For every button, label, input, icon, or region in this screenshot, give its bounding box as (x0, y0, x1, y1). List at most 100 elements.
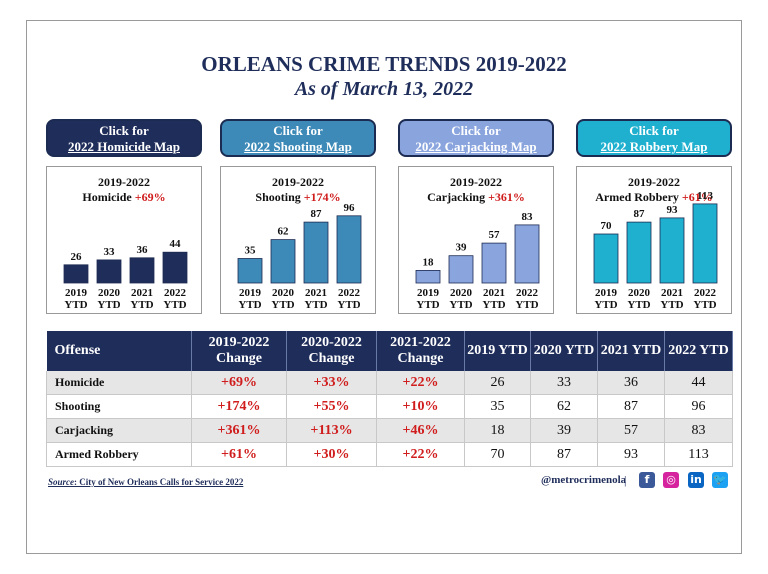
tick-label: YTD (163, 299, 186, 311)
tick-label: YTD (693, 299, 716, 311)
change-cell: +22% (376, 442, 465, 467)
change-cell: +10% (376, 394, 465, 419)
carjacking-map-button[interactable]: Click for 2022 Carjacking Map (398, 119, 554, 157)
table-row: Armed Robbery +61% +30% +22% 70 87 93 11… (46, 442, 733, 467)
robbery-map-button[interactable]: Click for 2022 Robbery Map (576, 119, 732, 157)
tick-label: YTD (416, 299, 439, 311)
homicide-chart-card: 2019-2022 Homicide +69% 26 2019 YTD 33 2020 Y… (46, 166, 202, 314)
chart-period: 2019-2022 (272, 175, 324, 189)
bar (336, 215, 362, 284)
count-cell: 36 (597, 371, 665, 395)
tick-label: 2021 (305, 287, 327, 299)
column-header: 2022 YTD (664, 331, 733, 371)
button-line2: 2022 Homicide Map (68, 139, 180, 154)
chart-change: +361% (488, 190, 525, 204)
tick-label: 2022 (164, 287, 187, 299)
bar (162, 251, 188, 284)
bar (270, 239, 296, 284)
bar (303, 221, 329, 284)
data-label: 57 (489, 229, 501, 241)
chart-period: 2019-2022 (98, 175, 150, 189)
data-label: 93 (667, 204, 679, 216)
count-cell: 44 (664, 371, 733, 395)
data-label: 96 (344, 202, 356, 214)
column-header: 2020 YTD (530, 331, 598, 371)
data-label: 33 (104, 246, 116, 258)
robbery-chart-card: 2019-2022 Armed Robbery +61% 70 2019 YTD 87… (576, 166, 732, 314)
data-label: 39 (456, 242, 468, 254)
tick-label: YTD (627, 299, 650, 311)
tick-label: YTD (97, 299, 120, 311)
chart-period: 2019-2022 (450, 175, 502, 189)
count-cell: 33 (530, 371, 598, 395)
count-cell: 70 (464, 442, 531, 467)
chart-title: 2019-2022 Armed Robbery +61% (577, 175, 731, 205)
table-row: Shooting +174% +55% +10% 35 62 87 96 (46, 394, 733, 419)
offense-cell: Shooting (46, 394, 192, 419)
table-row: Carjacking +361% +113% +46% 18 39 57 83 (46, 418, 733, 443)
chart-title: 2019-2022 Shooting +174% (221, 175, 375, 205)
tick-label: YTD (130, 299, 153, 311)
tick-label: 2020 (98, 287, 121, 299)
tick-label: YTD (482, 299, 505, 311)
chart-change: +69% (134, 190, 166, 204)
data-label: 62 (278, 226, 290, 238)
table-header-row: Offense 2019-2022 Change 2020-2022 Chang… (46, 331, 733, 371)
tick-label: 2021 (131, 287, 153, 299)
twitter-icon[interactable]: 🐦 (712, 472, 728, 488)
carjacking-chart-card: 2019-2022 Carjacking +361% 18 2019 YTD 39 20… (398, 166, 554, 314)
bar (237, 258, 263, 284)
tick-label: 2020 (272, 287, 295, 299)
source-text: : City of New Orleans Calls for Service … (74, 477, 244, 487)
tick-label: 2022 (694, 287, 717, 299)
crime-trends-table: Offense 2019-2022 Change 2020-2022 Chang… (46, 331, 733, 467)
chart-change: +174% (303, 190, 341, 204)
data-label: 113 (697, 190, 713, 202)
shooting-map-button[interactable]: Click for 2022 Shooting Map (220, 119, 376, 157)
button-line1: Click for (629, 123, 679, 138)
count-cell: 57 (597, 418, 665, 443)
page-subtitle: As of March 13, 2022 (294, 78, 474, 100)
homicide-map-button[interactable]: Click for 2022 Homicide Map (46, 119, 202, 157)
bar (626, 221, 652, 284)
column-header: 2020-2022 Change (286, 331, 377, 371)
change-cell: +22% (376, 371, 465, 395)
tick-label: 2021 (661, 287, 683, 299)
tick-label: 2020 (628, 287, 651, 299)
chart-offense: Shooting (255, 190, 301, 204)
chart-period: 2019-2022 (628, 175, 680, 189)
social-handle: @metrocrimenola (541, 474, 627, 486)
count-cell: 35 (464, 394, 531, 419)
tick-label: 2022 (516, 287, 539, 299)
bar (692, 203, 718, 284)
change-cell: +46% (376, 418, 465, 443)
instagram-icon[interactable]: ◎ (663, 472, 679, 488)
count-cell: 87 (597, 394, 665, 419)
shooting-chart-card: 2019-2022 Shooting +174% 35 2019 YTD 62 2020… (220, 166, 376, 314)
data-label: 44 (170, 238, 182, 250)
change-cell: +55% (286, 394, 377, 419)
data-label: 36 (137, 244, 149, 256)
bar (448, 255, 474, 284)
data-label: 83 (522, 211, 534, 223)
source-link[interactable]: Source: City of New Orleans Calls for Se… (48, 477, 243, 487)
offense-cell: Armed Robbery (46, 442, 192, 467)
count-cell: 26 (464, 371, 531, 395)
facebook-icon[interactable]: f (639, 472, 655, 488)
bar (96, 259, 122, 284)
infographic-frame (26, 20, 742, 554)
bar (129, 257, 155, 284)
count-cell: 18 (464, 418, 531, 443)
chart-offense: Armed Robbery (595, 190, 679, 204)
chart-title: 2019-2022 Carjacking +361% (399, 175, 553, 205)
change-cell: +33% (286, 371, 377, 395)
linkedin-icon[interactable]: in (688, 472, 704, 488)
chart-title: 2019-2022 Homicide +69% (47, 175, 201, 205)
tick-label: YTD (271, 299, 294, 311)
change-cell: +61% (191, 442, 287, 467)
data-label: 26 (71, 251, 83, 263)
column-header: 2019-2022 Change (191, 331, 287, 371)
